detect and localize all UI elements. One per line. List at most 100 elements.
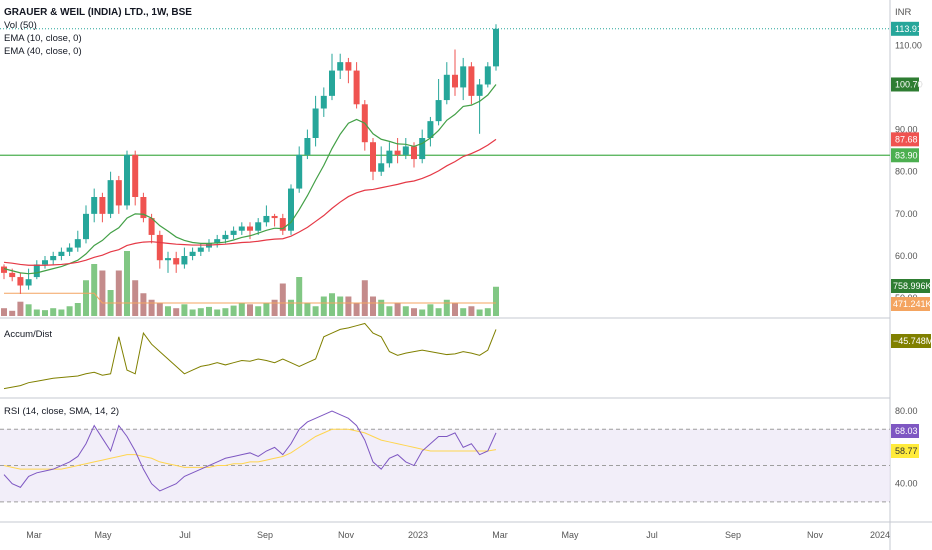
rsi-badge-label: 68.03: [895, 426, 918, 436]
price-tick: 60.00: [895, 251, 918, 261]
volume-bar: [247, 304, 253, 316]
volume-badge: [891, 297, 930, 311]
candle-body: [173, 258, 180, 265]
price-badge: [891, 148, 919, 163]
volume-bar: [156, 303, 163, 316]
candle-body: [99, 197, 106, 214]
candle-body: [493, 28, 499, 67]
volume-bar: [427, 304, 434, 316]
rsi-badge: [891, 444, 919, 458]
candle-body: [58, 251, 65, 256]
candle-body: [189, 251, 196, 256]
indicator-vol[interactable]: Vol (50): [4, 20, 37, 31]
rsi-band: [0, 428, 890, 503]
price-badge-label: 87.68: [895, 134, 918, 144]
time-tick: Sep: [257, 530, 273, 540]
volume-bar: [83, 280, 89, 316]
time-tick: 2024: [870, 530, 890, 540]
time-tick: 2023: [408, 530, 428, 540]
volume-bar: [312, 306, 319, 316]
price-axis: 110.00100.7090.0080.0070.0060.0050.00113…: [891, 21, 932, 489]
indicator-ema40[interactable]: EMA (40, close, 0): [4, 46, 82, 57]
volume-bar: [345, 296, 352, 316]
time-tick: May: [561, 530, 579, 540]
candle-body: [124, 154, 130, 206]
candle-body: [238, 226, 245, 231]
rsi-label[interactable]: RSI (14, close, SMA, 14, 2): [4, 406, 120, 417]
candle-body: [353, 70, 360, 105]
volume-bar: [271, 299, 278, 316]
volume-bar: [25, 304, 32, 316]
candle-body: [66, 247, 73, 252]
rsi-tick: 80.00: [895, 406, 918, 416]
price-badge-label: 113.91: [895, 24, 922, 34]
price-badge: [891, 77, 919, 92]
volume-bar: [1, 308, 7, 316]
candle-body: [427, 121, 434, 138]
volume-bar: [279, 283, 286, 316]
candle-body: [91, 197, 98, 214]
volume-bar: [50, 308, 57, 316]
volume-bar: [361, 280, 368, 316]
candle-body: [165, 258, 171, 261]
candle-body: [304, 138, 311, 155]
candle-body: [370, 142, 376, 172]
candle-body: [50, 256, 57, 261]
volume-bar: [91, 264, 98, 316]
accum-badge: [891, 334, 931, 348]
volume-bar: [124, 251, 130, 316]
candle-body: [83, 213, 89, 240]
accum-dist-label[interactable]: Accum/Dist: [4, 329, 53, 340]
candle-body: [255, 222, 262, 231]
volume-bar: [320, 296, 327, 316]
volume-bar: [468, 306, 475, 316]
candle-body: [140, 197, 147, 219]
volume-bar: [329, 293, 335, 316]
chart-legend: GRAUER & WEIL (INDIA) LTD., 1W, BSE Vol …: [4, 6, 192, 58]
candle-body: [214, 239, 221, 244]
volume-bar: [411, 308, 417, 316]
time-tick: Nov: [338, 530, 355, 540]
candle-body: [9, 272, 16, 278]
price-badge-label: 100.70: [895, 79, 923, 89]
candle-body: [263, 215, 270, 223]
candle-body: [468, 66, 475, 96]
indicator-lines: [3, 84, 497, 492]
volume-bar: [58, 309, 65, 316]
candle-body: [394, 150, 401, 155]
volume-bar: [443, 299, 450, 316]
accum-badge-label: −45.748M: [893, 336, 932, 346]
volume-bar: [402, 306, 409, 316]
candle-body: [247, 226, 253, 231]
candle-body: [42, 260, 48, 265]
volume-bar: [74, 303, 81, 316]
price-badge: [891, 21, 919, 36]
volume-bar: [435, 308, 442, 316]
volume-bar: [484, 308, 491, 316]
volume-bar: [288, 299, 294, 316]
candle-body: [329, 70, 335, 96]
rsi-badge-label: 58.77: [895, 446, 918, 456]
candle-body: [402, 146, 409, 155]
candle-body: [271, 215, 278, 219]
volume-bar: [476, 309, 483, 316]
volume-bar: [378, 299, 385, 316]
volume-bar: [66, 306, 73, 316]
candle-body: [460, 66, 467, 88]
candle-body: [476, 84, 483, 96]
price-tick: 80.00: [895, 167, 918, 177]
indicator-ema10[interactable]: EMA (10, close, 0): [4, 33, 82, 44]
price-tick: 70.00: [895, 209, 918, 219]
time-tick: Jul: [646, 530, 658, 540]
time-tick: Jul: [179, 530, 191, 540]
candle-body: [181, 256, 188, 265]
candle-body: [230, 230, 237, 235]
volume-badge-label: 758.996K: [893, 281, 932, 291]
candle-body: [443, 74, 450, 101]
candle-body: [312, 108, 319, 138]
time-tick: Nov: [807, 530, 824, 540]
candle-body: [296, 154, 303, 189]
volume-bar: [386, 306, 393, 316]
